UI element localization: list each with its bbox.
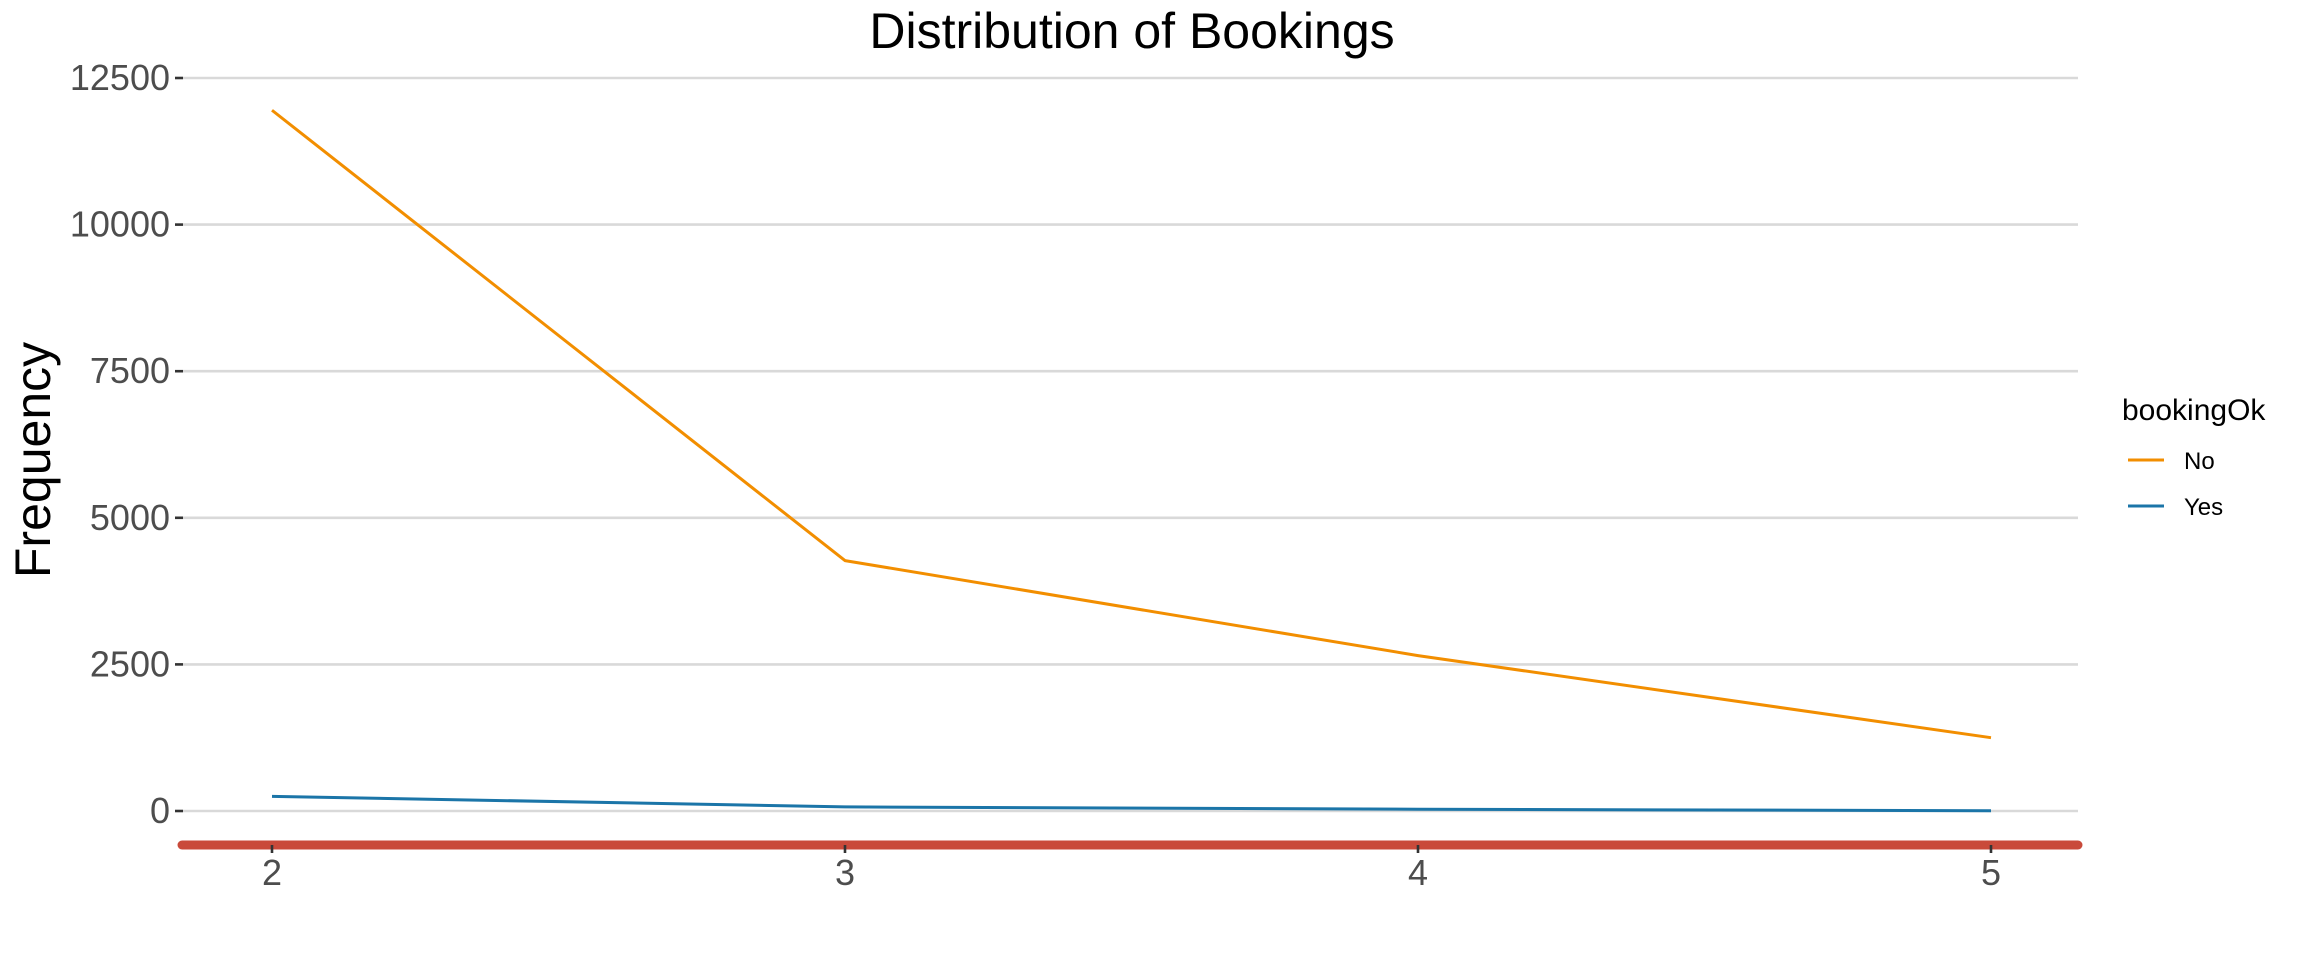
y-axis-label: Frequency xyxy=(5,342,61,578)
x-tick-label: 5 xyxy=(1981,852,2001,893)
legend-label-no: No xyxy=(2184,448,2215,475)
grid-lines xyxy=(183,76,2078,813)
legend: bookingOk No Yes xyxy=(2122,394,2266,521)
series-lines xyxy=(271,109,1992,813)
chart-title: Distribution of Bookings xyxy=(869,3,1394,59)
y-tick-label: 10000 xyxy=(70,204,170,245)
y-tick-label: 2500 xyxy=(90,643,170,684)
x-tick-label: 3 xyxy=(835,852,855,893)
y-tick-label: 7500 xyxy=(90,350,170,391)
series-line-yes xyxy=(271,794,1992,813)
x-axis: 2 3 4 5 xyxy=(177,840,2083,893)
series-line-no xyxy=(271,109,1992,740)
y-tick-label: 12500 xyxy=(70,57,170,98)
y-tick-label: 5000 xyxy=(90,497,170,538)
legend-label-yes: Yes xyxy=(2184,494,2223,521)
y-tick-label: 0 xyxy=(150,790,170,831)
legend-title: bookingOk xyxy=(2122,394,2266,427)
x-tick-label: 2 xyxy=(262,852,282,893)
y-axis: 0 2500 5000 7500 10000 12500 xyxy=(70,57,183,831)
x-tick-label: 4 xyxy=(1408,852,1428,893)
